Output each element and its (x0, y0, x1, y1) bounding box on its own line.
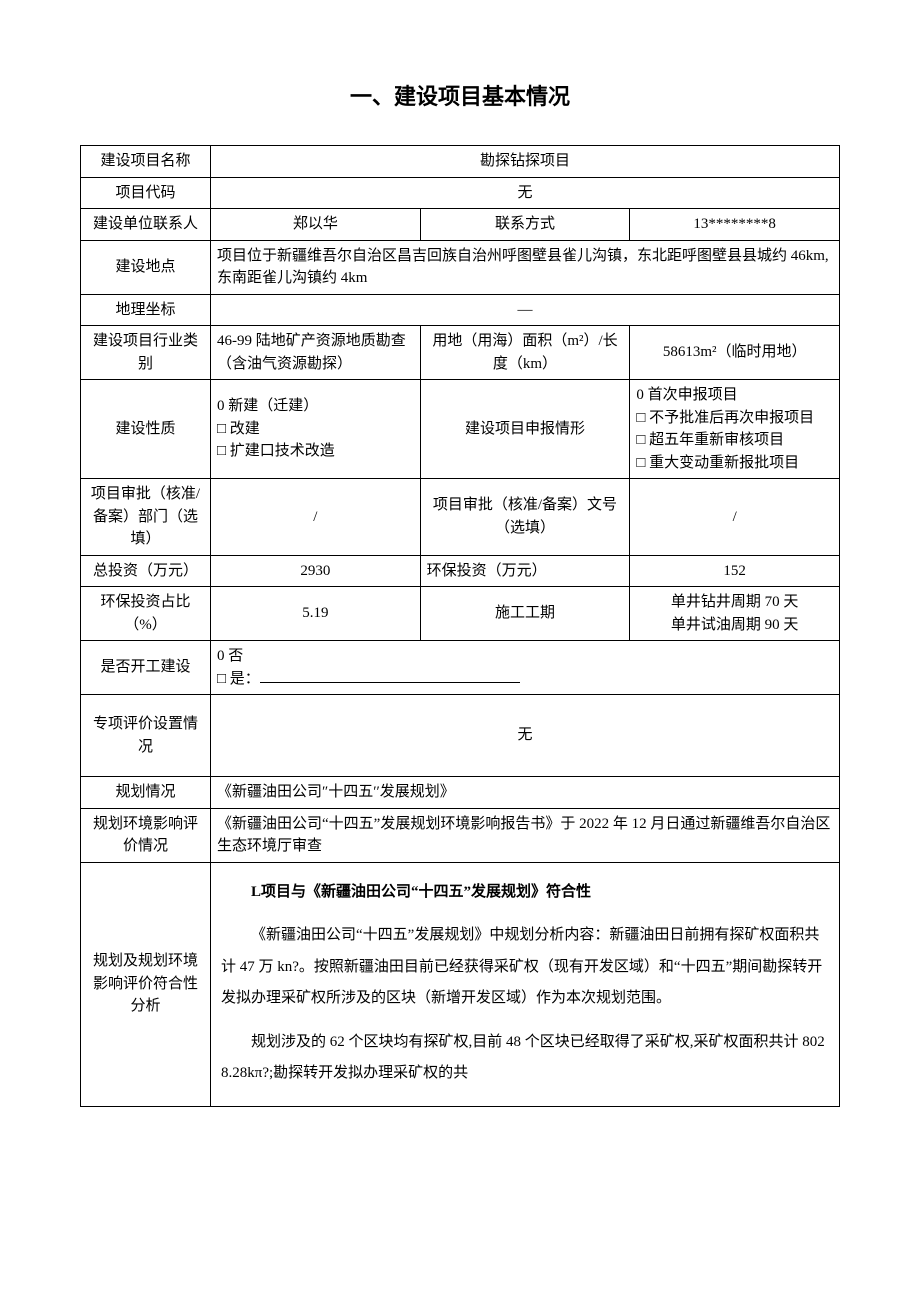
label-filing: 建设项目申报情形 (420, 380, 630, 479)
label-phone: 联系方式 (420, 209, 630, 241)
value-project-code: 无 (211, 177, 840, 209)
value-approval-dept: / (211, 479, 421, 556)
value-phone: 13********8 (630, 209, 840, 241)
page-title: 一、建设项目基本情况 (80, 80, 840, 113)
table-row: 规划及规划环境影响评价符合性分析 L项目与《新疆油田公司“十四五”发展规划》符合… (81, 862, 840, 1106)
table-row: 地理坐标 — (81, 294, 840, 326)
value-industry: 46-99 陆地矿产资源地质勘查（含油气资源勘探） (211, 326, 421, 380)
label-plan-eia: 规划环境影响评价情况 (81, 808, 211, 862)
value-approval-no: / (630, 479, 840, 556)
table-row: 规划环境影响评价情况 《新疆油田公司“十四五”发展规划环境影响报告书》于 202… (81, 808, 840, 862)
conformance-para: 规划涉及的 62 个区块均有探矿权,目前 48 个区块已经取得了采矿权,采矿权面… (221, 1027, 829, 1090)
label-started: 是否开工建设 (81, 641, 211, 695)
conformance-para: 《新疆油田公司“十四五”发展规划》中规划分析内容：新疆油田日前拥有探矿权面积共计… (221, 920, 829, 1015)
value-coord: — (211, 294, 840, 326)
label-land-area: 用地（用海）面积（m²）/长度（km） (420, 326, 630, 380)
value-location: 项目位于新疆维吾尔自治区昌吉回族自治州呼图壁县雀儿沟镇，东北距呼图壁县县城约 4… (211, 240, 840, 294)
label-plan: 规划情况 (81, 777, 211, 809)
table-row: 环保投资占比（%） 5.19 施工工期 单井钻井周期 70 天 单井试油周期 9… (81, 587, 840, 641)
label-approval-no: 项目审批（核准/备案）文号（选填） (420, 479, 630, 556)
table-row: 专项评价设置情况 无 (81, 695, 840, 777)
filing-option: □ 重大变动重新报批项目 (636, 452, 833, 475)
label-industry: 建设项目行业类别 (81, 326, 211, 380)
label-total-invest: 总投资（万元） (81, 555, 211, 587)
table-row: 是否开工建设 0 否 □ 是： (81, 641, 840, 695)
value-special: 无 (211, 695, 840, 777)
nature-option: □ 扩建口技术改造 (217, 440, 414, 463)
label-project-code: 项目代码 (81, 177, 211, 209)
table-row: 总投资（万元） 2930 环保投资（万元） 152 (81, 555, 840, 587)
value-env-ratio: 5.19 (211, 587, 421, 641)
table-row: 建设地点 项目位于新疆维吾尔自治区昌吉回族自治州呼图壁县雀儿沟镇，东北距呼图壁县… (81, 240, 840, 294)
label-period: 施工工期 (420, 587, 630, 641)
label-conformance: 规划及规划环境影响评价符合性分析 (81, 862, 211, 1106)
value-plan-eia: 《新疆油田公司“十四五”发展规划环境影响报告书》于 2022 年 12 月日通过… (211, 808, 840, 862)
value-land-area: 58613m²（临时用地） (630, 326, 840, 380)
value-project-name: 勘探钻探项目 (211, 146, 840, 178)
value-env-invest: 152 (630, 555, 840, 587)
conformance-heading: L项目与《新疆油田公司“十四五”发展规划》符合性 (221, 877, 829, 909)
filing-option: 0 首次申报项目 (636, 384, 833, 407)
nature-option: □ 改建 (217, 418, 414, 441)
started-yes: □ 是： (217, 668, 833, 691)
label-special: 专项评价设置情况 (81, 695, 211, 777)
value-nature: 0 新建（迁建） □ 改建 □ 扩建口技术改造 (211, 380, 421, 479)
nature-option: 0 新建（迁建） (217, 395, 414, 418)
table-row: 规划情况 《新疆油田公司″十四五′′发展规划》 (81, 777, 840, 809)
label-env-ratio: 环保投资占比（%） (81, 587, 211, 641)
value-started: 0 否 □ 是： (211, 641, 840, 695)
label-nature: 建设性质 (81, 380, 211, 479)
label-contact: 建设单位联系人 (81, 209, 211, 241)
value-filing: 0 首次申报项目 □ 不予批准后再次申报项目 □ 超五年重新审核项目 □ 重大变… (630, 380, 840, 479)
table-row: 项目代码 无 (81, 177, 840, 209)
label-approval-dept: 项目审批（核准/备案）部门（选填） (81, 479, 211, 556)
project-info-table: 建设项目名称 勘探钻探项目 项目代码 无 建设单位联系人 郑以华 联系方式 13… (80, 145, 840, 1107)
table-row: 建设项目名称 勘探钻探项目 (81, 146, 840, 178)
value-plan: 《新疆油田公司″十四五′′发展规划》 (211, 777, 840, 809)
value-period: 单井钻井周期 70 天 单井试油周期 90 天 (630, 587, 840, 641)
filing-option: □ 超五年重新审核项目 (636, 429, 833, 452)
label-env-invest: 环保投资（万元） (420, 555, 630, 587)
table-row: 建设单位联系人 郑以华 联系方式 13********8 (81, 209, 840, 241)
label-project-name: 建设项目名称 (81, 146, 211, 178)
started-no: 0 否 (217, 645, 833, 668)
value-total-invest: 2930 (211, 555, 421, 587)
value-conformance: L项目与《新疆油田公司“十四五”发展规划》符合性 《新疆油田公司“十四五”发展规… (211, 862, 840, 1106)
label-coord: 地理坐标 (81, 294, 211, 326)
table-row: 项目审批（核准/备案）部门（选填） / 项目审批（核准/备案）文号（选填） / (81, 479, 840, 556)
table-row: 建设性质 0 新建（迁建） □ 改建 □ 扩建口技术改造 建设项目申报情形 0 … (81, 380, 840, 479)
filing-option: □ 不予批准后再次申报项目 (636, 407, 833, 430)
value-contact-name: 郑以华 (211, 209, 421, 241)
label-location: 建设地点 (81, 240, 211, 294)
table-row: 建设项目行业类别 46-99 陆地矿产资源地质勘查（含油气资源勘探） 用地（用海… (81, 326, 840, 380)
